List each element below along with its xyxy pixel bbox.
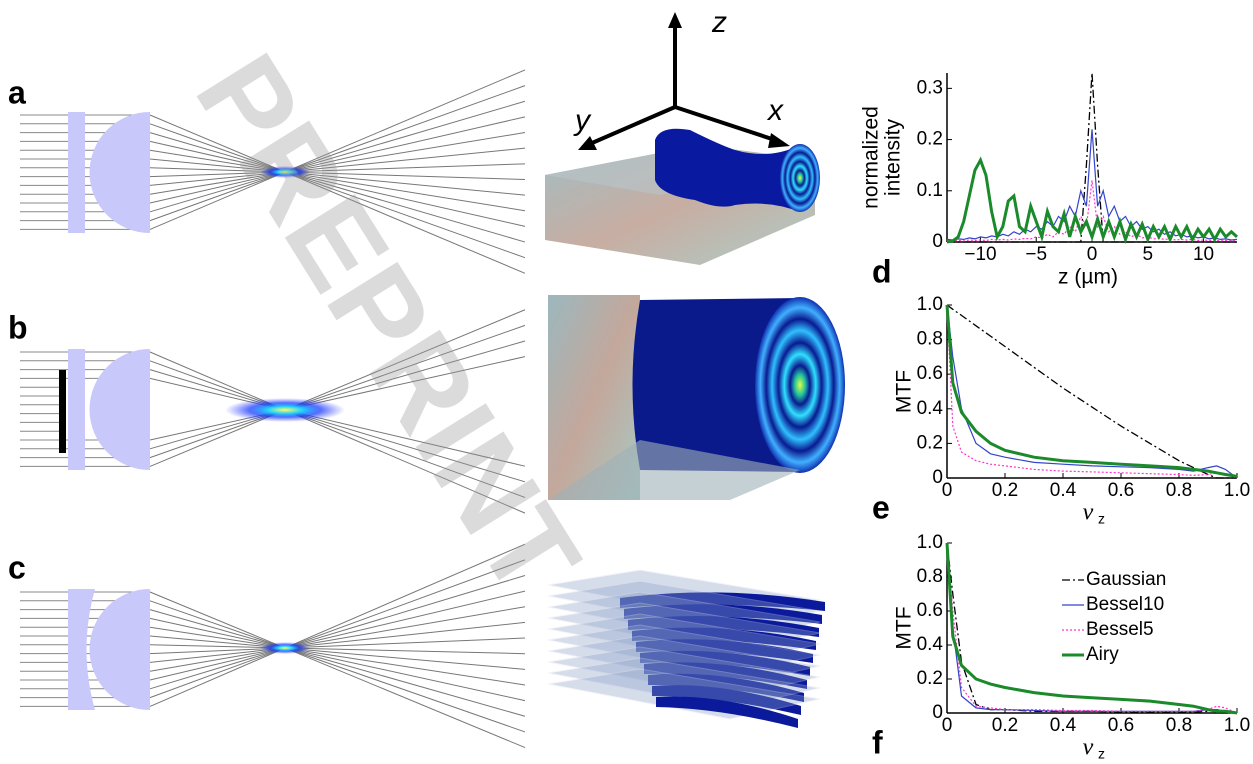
volume-renderings [545,129,845,500]
beam-end [780,144,820,212]
x-tick-label: 0.4 [1050,480,1077,501]
series-line [947,305,1237,476]
axis-3d-label: z [711,6,727,39]
y-tick-label: 0.6 [917,600,943,621]
x-tick-label: 0 [942,715,953,736]
series-line [947,305,1237,478]
axis-3d-label: x [766,94,784,127]
beam-end [755,297,845,473]
arrow-head [668,12,682,28]
x-tick-label: 10 [1193,244,1214,265]
series-line [947,305,1237,478]
x-axis-label: z (µm) [1058,266,1118,289]
x-tick-label: 0.4 [1050,715,1077,736]
ray [150,607,525,671]
y-tick-label: 0 [932,467,943,488]
y-tick-label: 0.2 [917,432,943,453]
y-tick-label: 0 [932,231,943,252]
y-axis-label: intensity [882,118,905,196]
x-tick-label: −10 [964,244,996,265]
lens [89,349,150,470]
watermark: PREPRINT [170,32,605,618]
panel-label: c [8,549,26,585]
x-tick-label: 0.8 [1166,715,1192,736]
y-tick-label: 0.2 [917,668,943,689]
series-line [947,73,1237,242]
legend-label: Gaussian [1086,569,1166,590]
y-axis-label: MTF [893,606,916,649]
y-axis-label: normalized [860,106,883,209]
x-axis-label: ν [1083,500,1094,526]
panel-label: e [872,489,890,525]
y-tick-label: 1.0 [917,532,943,553]
ray [150,575,525,688]
plate [68,349,85,470]
y-tick-label: 0.8 [917,566,943,587]
panel-label: d [872,253,892,289]
x-tick-label: 0.2 [992,480,1018,501]
plate [68,112,85,233]
figure: z y x a b c −10 −5 0 5 10 0 0.1 0.2 0.3 normalize… [0,0,1253,764]
legend-label: Airy [1086,644,1119,665]
y-tick-label: 0.3 [917,77,943,98]
axis-3d-label: y [573,104,592,137]
y-tick-label: 0.1 [917,180,943,201]
x-tick-label: 0.2 [992,715,1018,736]
x-tick-label: 5 [1142,244,1153,265]
x-axis-label: ν [1083,735,1094,761]
y-tick-label: 0.4 [917,634,944,655]
ray [150,592,525,748]
focus-glow [260,642,310,654]
legend-label: Bessel5 [1086,619,1154,640]
panel-label: b [8,309,28,345]
x-tick-label: 0 [1087,244,1098,265]
airy-volume [548,570,825,728]
series-line [947,305,1237,478]
y-tick-label: 0.6 [917,363,943,384]
y-axis-label: MTF [893,370,916,413]
focus-glow [225,398,345,422]
x-tick-label: 0.6 [1108,480,1134,501]
lens [89,589,150,710]
y-tick-label: 1.0 [917,294,943,315]
x-axis-label-subscript: z [1098,511,1105,527]
lens [90,112,150,233]
arrow-head [768,133,790,148]
x-tick-label: 0.8 [1166,480,1192,501]
legend-label: Bessel10 [1086,594,1164,615]
panel-label: f [872,724,883,760]
x-tick-label: −5 [1025,244,1047,265]
x-tick-label: 0 [942,480,953,501]
mask [59,370,66,453]
y-tick-label: 0 [932,702,943,723]
x-axis-label-subscript: z [1098,746,1105,762]
y-tick-label: 0.8 [917,329,943,350]
panel-label: a [8,74,26,110]
x-tick-label: 1.0 [1224,480,1250,501]
x-tick-label: 0.6 [1108,715,1134,736]
y-tick-label: 0.2 [917,129,943,150]
ray [150,618,525,700]
series-line [947,160,1237,242]
y-tick-label: 0.4 [917,398,944,419]
x-tick-label: 1.0 [1224,715,1250,736]
